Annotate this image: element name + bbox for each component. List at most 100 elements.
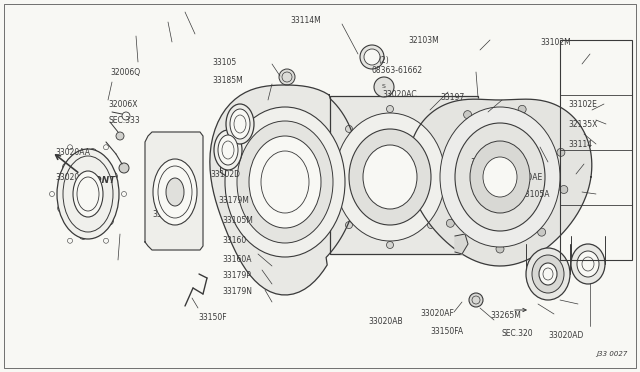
Polygon shape bbox=[455, 234, 468, 254]
Text: 33020AD: 33020AD bbox=[548, 331, 584, 340]
Circle shape bbox=[234, 144, 242, 152]
Circle shape bbox=[172, 159, 178, 165]
Text: 33105M: 33105M bbox=[222, 215, 253, 224]
Text: 33114N: 33114N bbox=[152, 192, 182, 202]
Circle shape bbox=[445, 173, 451, 180]
Circle shape bbox=[432, 160, 440, 169]
Ellipse shape bbox=[539, 263, 557, 285]
Text: 08363-61662: 08363-61662 bbox=[372, 65, 423, 74]
Ellipse shape bbox=[218, 135, 238, 165]
Ellipse shape bbox=[249, 136, 321, 228]
Circle shape bbox=[346, 222, 353, 228]
Circle shape bbox=[360, 45, 384, 69]
Ellipse shape bbox=[349, 129, 431, 225]
Text: 33160A: 33160A bbox=[222, 256, 252, 264]
Polygon shape bbox=[408, 99, 592, 266]
Text: 32103M: 32103M bbox=[408, 35, 439, 45]
Circle shape bbox=[557, 148, 565, 156]
Circle shape bbox=[428, 125, 435, 132]
Text: 33179P: 33179P bbox=[222, 272, 251, 280]
Circle shape bbox=[312, 122, 320, 130]
Bar bbox=[330, 96, 478, 254]
Circle shape bbox=[560, 186, 568, 193]
Circle shape bbox=[328, 173, 335, 180]
Text: 33020AC: 33020AC bbox=[382, 90, 417, 99]
Circle shape bbox=[279, 69, 295, 85]
Circle shape bbox=[446, 219, 454, 227]
Ellipse shape bbox=[57, 149, 119, 239]
Text: 33105A: 33105A bbox=[520, 189, 550, 199]
Text: 33114M: 33114M bbox=[290, 16, 321, 25]
Circle shape bbox=[387, 106, 394, 112]
Text: 33150: 33150 bbox=[152, 209, 176, 218]
Ellipse shape bbox=[73, 171, 103, 217]
Circle shape bbox=[106, 217, 113, 225]
Circle shape bbox=[518, 105, 526, 113]
Circle shape bbox=[374, 77, 394, 97]
Circle shape bbox=[469, 293, 483, 307]
Ellipse shape bbox=[483, 157, 517, 197]
Text: 33020A: 33020A bbox=[55, 173, 84, 182]
Text: 33020AE: 33020AE bbox=[508, 173, 542, 182]
Text: 33185M: 33185M bbox=[212, 76, 243, 84]
Text: 33105: 33105 bbox=[212, 58, 236, 67]
Ellipse shape bbox=[440, 107, 560, 247]
Circle shape bbox=[189, 174, 195, 180]
Ellipse shape bbox=[237, 121, 333, 243]
Polygon shape bbox=[145, 132, 203, 250]
Ellipse shape bbox=[526, 248, 570, 300]
Text: SEC.333: SEC.333 bbox=[108, 115, 140, 125]
Circle shape bbox=[387, 241, 394, 248]
Text: 33102D: 33102D bbox=[210, 170, 240, 179]
Circle shape bbox=[262, 242, 270, 250]
Text: 33150F: 33150F bbox=[198, 314, 227, 323]
Text: 33265M: 33265M bbox=[490, 311, 521, 321]
Circle shape bbox=[172, 219, 178, 225]
Text: 33197: 33197 bbox=[440, 93, 464, 102]
Circle shape bbox=[79, 231, 87, 239]
Text: SEC.320: SEC.320 bbox=[502, 330, 534, 339]
Circle shape bbox=[116, 132, 124, 140]
Text: 32135X: 32135X bbox=[568, 119, 597, 128]
Circle shape bbox=[119, 163, 129, 173]
Ellipse shape bbox=[225, 107, 345, 257]
Circle shape bbox=[58, 204, 66, 212]
Polygon shape bbox=[210, 85, 359, 295]
Circle shape bbox=[155, 204, 161, 210]
Circle shape bbox=[428, 222, 435, 228]
Text: FRONT: FRONT bbox=[82, 176, 116, 185]
Circle shape bbox=[308, 237, 316, 245]
Ellipse shape bbox=[230, 109, 250, 139]
Ellipse shape bbox=[226, 104, 254, 144]
Text: 33160: 33160 bbox=[222, 235, 246, 244]
Circle shape bbox=[89, 149, 97, 157]
Bar bbox=[560, 40, 632, 260]
Circle shape bbox=[346, 125, 353, 132]
Circle shape bbox=[496, 245, 504, 253]
Ellipse shape bbox=[532, 255, 564, 293]
Ellipse shape bbox=[335, 113, 445, 241]
Circle shape bbox=[538, 228, 546, 236]
Text: 32006Q: 32006Q bbox=[110, 67, 140, 77]
Circle shape bbox=[463, 110, 472, 119]
Text: 33114: 33114 bbox=[568, 140, 592, 148]
Text: 33150FA: 33150FA bbox=[430, 327, 463, 337]
Circle shape bbox=[230, 201, 238, 209]
Circle shape bbox=[63, 163, 70, 171]
Ellipse shape bbox=[470, 141, 530, 213]
Text: 33020AF: 33020AF bbox=[420, 310, 454, 318]
Ellipse shape bbox=[363, 145, 417, 209]
Text: 33102D: 33102D bbox=[470, 157, 500, 167]
Circle shape bbox=[332, 201, 340, 209]
Text: 33102M: 33102M bbox=[540, 38, 571, 46]
Circle shape bbox=[155, 174, 161, 180]
Text: 32006X: 32006X bbox=[108, 99, 138, 109]
Text: J33 0027: J33 0027 bbox=[596, 351, 627, 357]
Ellipse shape bbox=[153, 159, 197, 225]
Text: 33179M: 33179M bbox=[218, 196, 249, 205]
Text: 33179N: 33179N bbox=[222, 288, 252, 296]
Ellipse shape bbox=[166, 178, 184, 206]
Circle shape bbox=[333, 160, 342, 169]
Ellipse shape bbox=[214, 130, 242, 170]
Text: S: S bbox=[382, 83, 386, 89]
